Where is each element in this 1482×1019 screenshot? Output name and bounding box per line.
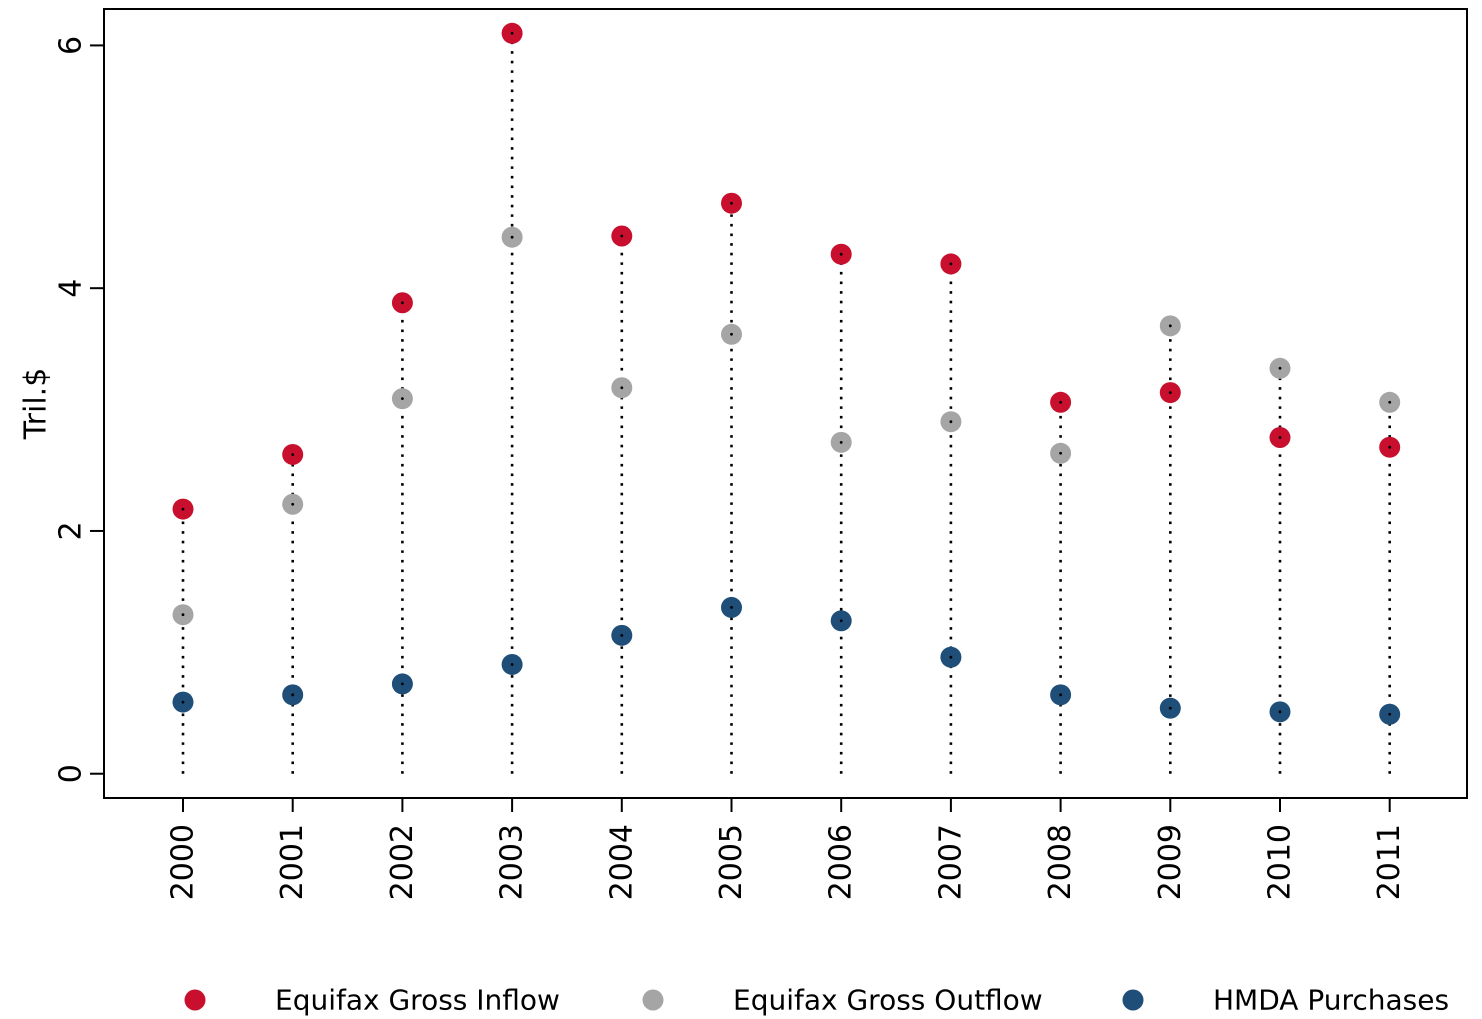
point-center-dot (1278, 366, 1282, 370)
point-center-dot (620, 386, 624, 390)
point-center-dot (949, 262, 953, 266)
x-tick-label: 2003 (495, 824, 530, 900)
plot-frame (103, 8, 1468, 799)
point-center-dot (620, 633, 624, 637)
point-center-dot (1168, 324, 1172, 328)
point-center-dot (291, 502, 295, 506)
point-center-dot (1168, 391, 1172, 394)
drop-lines (181, 33, 1391, 774)
point-center-dot (839, 440, 843, 444)
point-center-dot (291, 693, 295, 697)
legend-label-0: Equifax Gross Inflow (275, 984, 560, 1017)
x-tick-label: 2001 (275, 824, 310, 900)
point-center-dot (401, 301, 404, 305)
point-center-dot (949, 420, 953, 424)
y-tick-label: 2 (54, 521, 89, 540)
point-center-dot (730, 606, 733, 609)
legend-marker-1 (642, 989, 664, 1011)
point-center-dot (291, 453, 295, 456)
point-center-dot (401, 682, 404, 686)
point-center-dot (839, 252, 843, 256)
x-tick-label: 2010 (1263, 824, 1298, 900)
x-tick-label: 2011 (1372, 824, 1407, 900)
legend-marker-0 (184, 989, 206, 1011)
point-center-dot (839, 619, 843, 623)
point-center-dot (949, 655, 953, 659)
point-center-dot (1059, 400, 1062, 404)
point-center-dot (401, 397, 404, 401)
point-center-dot (181, 613, 185, 617)
point-center-dot (1388, 445, 1392, 449)
y-tick-label: 6 (54, 36, 89, 55)
y-tick-label: 0 (54, 764, 89, 783)
point-center-dot (730, 332, 733, 336)
point-center-dot (181, 507, 185, 511)
point-center-dot (1388, 400, 1392, 404)
point-center-dot (1278, 710, 1282, 714)
x-tick-label: 2005 (714, 824, 749, 900)
point-center-dot (1059, 693, 1062, 697)
x-tick-label: 2007 (933, 824, 968, 900)
legend-label-1: Equifax Gross Outflow (733, 984, 1043, 1017)
y-axis-label: Tril.$ (19, 368, 54, 441)
y-tick-label: 4 (54, 279, 89, 298)
point-center-dot (1059, 451, 1062, 455)
x-tick-label: 2002 (385, 824, 420, 900)
legend-marker-2 (1122, 989, 1144, 1011)
x-tick-label: 2008 (1043, 824, 1078, 900)
legend-label-2: HMDA Purchases (1213, 984, 1449, 1017)
point-center-dot (1388, 712, 1392, 716)
data-points (172, 22, 1401, 725)
point-center-dot (181, 700, 185, 704)
legend: Equifax Gross Inflow Equifax Gross Outflo… (184, 984, 1449, 1017)
x-tick-label: 2009 (1153, 824, 1188, 900)
x-axis: 2000 2001 2002 2003 2004 2005 2006 2007 2008 2009… (166, 798, 1407, 900)
x-tick-label: 2006 (824, 824, 859, 900)
point-center-dot (1278, 436, 1282, 439)
point-center-dot (510, 663, 514, 666)
point-center-dot (730, 201, 733, 205)
x-tick-label: 2000 (166, 824, 201, 900)
point-center-dot (510, 31, 514, 35)
y-axis: 0 2 4 6 (54, 36, 104, 783)
x-tick-label: 2004 (604, 824, 639, 900)
point-center-dot (1168, 706, 1172, 710)
point-center-dot (620, 234, 624, 238)
point-center-dot (510, 235, 514, 239)
